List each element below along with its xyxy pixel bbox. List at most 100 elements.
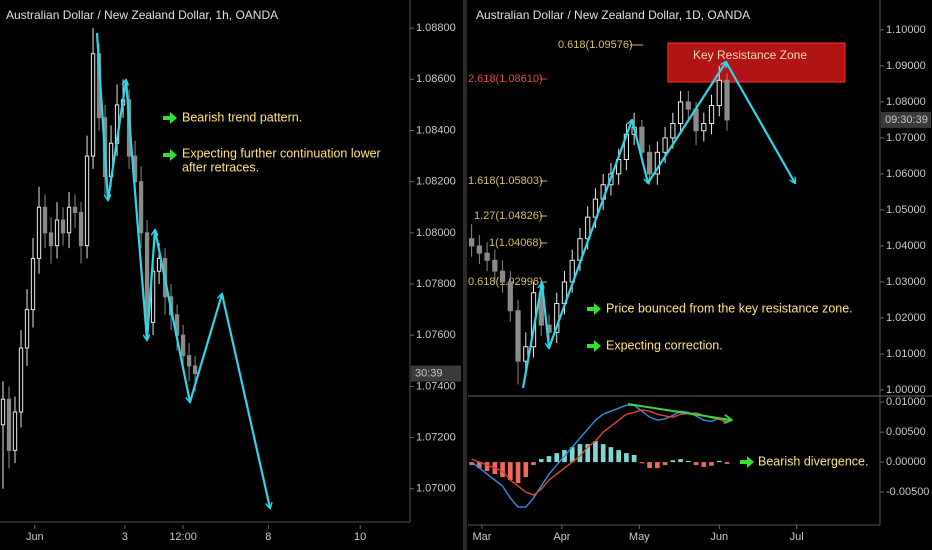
macd-bar	[724, 462, 730, 464]
note-arrow	[163, 149, 177, 161]
y-tick-label: 0.00000	[886, 456, 926, 468]
candle-body	[18, 347, 24, 413]
y-tick-label: 0.00500	[886, 426, 926, 438]
candle-body	[138, 181, 144, 234]
y-tick-label: -0.00500	[886, 486, 929, 498]
macd-bar	[546, 456, 552, 463]
trend-arrow	[188, 294, 222, 403]
macd-bar	[469, 462, 474, 466]
zone-label: Key Resistance Zone	[693, 48, 807, 62]
candle-body	[708, 105, 715, 125]
x-tick-label: Jun	[26, 531, 44, 543]
candle-body	[90, 53, 96, 157]
candle-body	[186, 355, 192, 367]
macd-bar	[631, 454, 637, 463]
annotation: Expecting correction.	[606, 338, 723, 352]
candle-body	[492, 259, 498, 272]
y-tick-label: 1.07600	[416, 329, 456, 341]
x-tick-label: Jul	[790, 531, 804, 543]
y-tick-label: 1.08600	[416, 73, 456, 85]
fib-label: 0.618(1.02996)	[468, 276, 543, 288]
trend-arrow	[547, 120, 632, 349]
candle-body	[701, 123, 707, 132]
candle-body	[507, 281, 513, 312]
macd-bar	[624, 453, 629, 463]
candle-body	[523, 346, 529, 362]
macd-bar	[523, 462, 529, 478]
macd-bar	[662, 462, 668, 466]
trend-arrow	[106, 80, 126, 201]
candle-body	[30, 257, 36, 311]
macd-bar	[701, 462, 707, 467]
annotation: Price bounced from the key resistance zo…	[606, 301, 853, 315]
macd-bar	[569, 447, 575, 463]
macd-bar	[670, 460, 676, 463]
macd-bar	[593, 441, 598, 463]
annotation: Bearish divergence.	[758, 454, 868, 468]
candle-body	[60, 219, 66, 234]
x-tick-label: Jun	[710, 531, 728, 543]
candle-body	[646, 151, 653, 175]
price-box	[411, 365, 461, 382]
y-tick-label: 1.08000	[416, 227, 456, 239]
fib-label: 1.618(1.05803)	[468, 175, 543, 187]
x-tick-label: 12:00	[169, 531, 197, 543]
candle-body	[144, 232, 150, 323]
candle-body	[484, 252, 490, 261]
y-tick-label: 1.04000	[886, 240, 926, 252]
note-arrow	[163, 112, 177, 124]
candle-body	[24, 309, 30, 349]
candle-body	[677, 101, 684, 125]
candle-body	[654, 151, 660, 175]
candle-body	[6, 398, 12, 451]
x-tick-label: Apr	[553, 531, 570, 543]
candle-body	[468, 238, 475, 247]
macd-bar	[585, 444, 591, 463]
macd-bar	[531, 462, 536, 466]
candle-body	[78, 211, 84, 247]
candle-body	[0, 398, 6, 426]
macd-bar	[538, 459, 544, 463]
macd-bar	[600, 444, 606, 463]
macd-bar	[554, 453, 560, 463]
y-tick-label: 1.08800	[416, 22, 456, 34]
fib-label: 1(1.04068)	[489, 237, 542, 249]
candle-body	[515, 310, 521, 362]
y-tick-label: 1.05000	[886, 204, 926, 216]
macd-bar	[709, 462, 714, 466]
note-arrow	[740, 456, 754, 468]
fib-label: 2.618(1.08610)	[468, 73, 543, 85]
x-tick-label: 3	[122, 531, 128, 543]
y-tick-label: 1.07400	[416, 380, 456, 392]
y-tick-label: 1.07200	[416, 431, 456, 443]
marks	[0, 28, 730, 508]
candle-body	[84, 155, 90, 247]
candle-body	[476, 245, 482, 254]
candle-body	[670, 123, 676, 139]
macd-bar	[693, 462, 699, 466]
macd-bar	[484, 462, 490, 472]
y-tick-label: 1.08000	[886, 96, 926, 108]
y-tick-label: 1.00000	[886, 384, 926, 396]
price-label: 30:39	[415, 367, 443, 379]
y-tick-label: 1.03000	[886, 276, 926, 288]
x-tick-label: 10	[354, 531, 366, 543]
macd-line	[471, 409, 728, 496]
candle-body	[156, 257, 162, 272]
macd-bar	[500, 462, 505, 478]
trend-arrow	[153, 229, 190, 402]
candle-body	[42, 206, 48, 234]
candle-body	[716, 79, 722, 107]
macd-bar	[507, 462, 513, 481]
note-arrow	[587, 303, 601, 315]
y-tick-label: 1.10000	[886, 24, 926, 36]
y-tick-label: 1.01000	[886, 348, 926, 360]
y-tick-label: 0.01000	[886, 396, 926, 408]
macd-bar	[616, 450, 621, 463]
macd-bar	[608, 447, 614, 463]
divergence-arrow	[627, 403, 731, 420]
candle-body	[662, 137, 668, 153]
note-arrow	[587, 340, 601, 352]
trend-arrow	[95, 32, 108, 200]
